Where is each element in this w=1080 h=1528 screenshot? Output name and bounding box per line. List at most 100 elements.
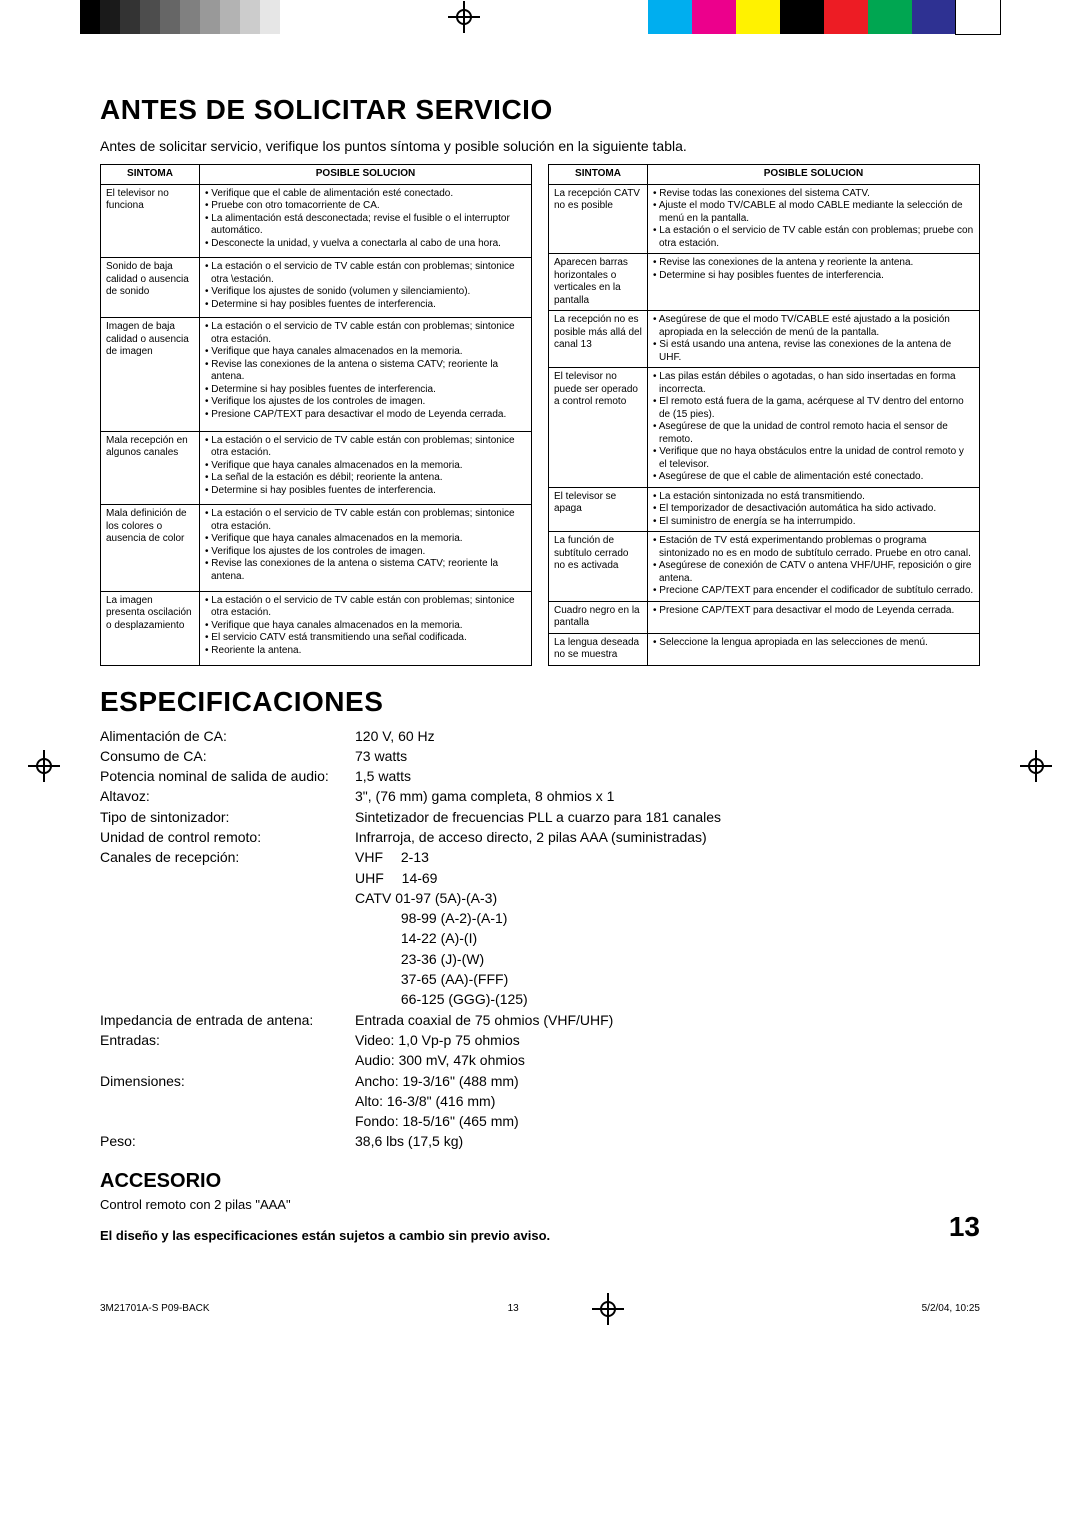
symptom-cell: La recepción CATV no es posible	[549, 184, 648, 254]
table-row: El televisor no funciona • Verifique que …	[101, 184, 532, 258]
color-swatch	[868, 0, 912, 34]
intro-text: Antes de solicitar servicio, verifique l…	[100, 138, 980, 154]
symptom-cell: La función de subtítulo cerrado no es ac…	[549, 532, 648, 602]
spec-list: Alimentación de CA:120 V, 60 HzConsumo d…	[100, 726, 980, 1152]
spec-value: Entrada coaxial de 75 ohmios (VHF/UHF)	[355, 1010, 980, 1030]
gray-swatch	[240, 0, 260, 34]
solution-item: • Determine si hay posibles fuentes de i…	[205, 485, 526, 498]
symptom-cell: La recepción no es posible más allá del …	[549, 311, 648, 368]
gray-swatch	[200, 0, 220, 34]
color-swatch	[692, 0, 736, 34]
solution-item: • Verifique los ajustes de sonido (volum…	[205, 286, 526, 299]
symptom-cell: El televisor no funciona	[101, 184, 200, 258]
solution-item: • Determine si hay posibles fuentes de i…	[205, 299, 526, 312]
solution-item: • Reoriente la antena.	[205, 645, 526, 658]
table-row: La recepción CATV no es posible • Revise …	[549, 184, 980, 254]
solution-item: • Asegúrese de conexión de CATV o antena…	[653, 560, 974, 585]
solution-item: • Determine si hay posibles fuentes de i…	[653, 270, 974, 283]
spec-value: Sintetizador de frecuencias PLL a cuarzo…	[355, 807, 980, 827]
spec-key: Alimentación de CA:	[100, 726, 355, 746]
solution-cell: • La estación sintonizada no está transm…	[648, 487, 980, 532]
solution-item: • Ajuste el modo TV/CABLE al modo CABLE …	[653, 200, 974, 225]
solution-item: • Verifique que el cable de alimentación…	[205, 188, 526, 201]
registration-mark-top	[448, 1, 480, 33]
spec-key: Canales de recepción:	[100, 847, 355, 1009]
color-swatch	[912, 0, 956, 34]
spec-key: Impedancia de entrada de antena:	[100, 1010, 355, 1030]
solution-cell: • Estación de TV está experimentando pro…	[648, 532, 980, 602]
spec-row: Peso:38,6 lbs (17,5 kg)	[100, 1131, 980, 1151]
solution-item: • La señal de la estación es débil; reor…	[205, 472, 526, 485]
gray-swatch	[260, 0, 280, 34]
gray-swatch	[160, 0, 180, 34]
spec-value: VHF 2-13UHF 14-69CATV 01-97 (5A)-(A-3) 9…	[355, 847, 980, 1009]
spec-row: Tipo de sintonizador:Sintetizador de fre…	[100, 807, 980, 827]
solution-cell: • La estación o el servicio de TV cable …	[200, 258, 532, 318]
gray-swatch	[180, 0, 200, 34]
spec-subvalue: Alto: 16-3/8" (416 mm)	[355, 1091, 980, 1111]
solution-cell: • La estación o el servicio de TV cable …	[200, 591, 532, 665]
footer-date: 5/2/04, 10:25	[922, 1303, 980, 1314]
solution-item: • Estación de TV está experimentando pro…	[653, 535, 974, 560]
spec-key: Consumo de CA:	[100, 746, 355, 766]
solution-item: • Determine si hay posibles fuentes de i…	[205, 384, 526, 397]
registration-mark-right	[1020, 750, 1052, 782]
solution-item: • El suministro de energía se ha interru…	[653, 516, 974, 529]
solution-item: • Verifique que no haya obstáculos entre…	[653, 446, 974, 471]
accessory-text: Control remoto con 2 pilas "AAA"	[100, 1197, 980, 1212]
solution-item: • El temporizador de desactivación autom…	[653, 503, 974, 516]
color-swatch	[648, 0, 692, 34]
footer-page: 13	[508, 1303, 519, 1314]
solution-item: • El remoto está fuera de la gama, acérq…	[653, 396, 974, 421]
spec-value: Infrarroja, de acceso directo, 2 pilas A…	[355, 827, 980, 847]
solution-item: • Asegúrese de que el modo TV/CABLE esté…	[653, 314, 974, 339]
solution-cell: • Verifique que el cable de alimentación…	[200, 184, 532, 258]
solution-item: • Verifique los ajustes de los controles…	[205, 546, 526, 559]
solution-item: • Seleccione la lengua apropiada en las …	[653, 637, 974, 650]
table-row: Aparecen barras horizontales o verticale…	[549, 254, 980, 311]
spec-row: Dimensiones:Ancho: 19-3/16" (488 mm)Alto…	[100, 1071, 980, 1132]
solution-cell: • Revise las conexiones de la antena y r…	[648, 254, 980, 311]
section-title-specs: ESPECIFICACIONES	[100, 686, 980, 718]
spec-subvalue: 23-36 (J)-(W)	[355, 949, 980, 969]
spec-key: Potencia nominal de salida de audio:	[100, 766, 355, 786]
solution-item: • La estación o el servicio de TV cable …	[205, 435, 526, 460]
solution-item: • Verifique que haya canales almacenados…	[205, 533, 526, 546]
symptom-cell: El televisor se apaga	[549, 487, 648, 532]
symptom-cell: Mala recepción en algunos canales	[101, 431, 200, 505]
solution-item: • Verifique que haya canales almacenados…	[205, 620, 526, 633]
symptom-cell: Aparecen barras horizontales o verticale…	[549, 254, 648, 311]
solution-item: • La estación o el servicio de TV cable …	[205, 321, 526, 346]
spec-key: Tipo de sintonizador:	[100, 807, 355, 827]
table-row: Sonido de baja calidad o ausencia de son…	[101, 258, 532, 318]
solution-item: • Revise todas las conexiones del sistem…	[653, 188, 974, 201]
spec-subvalue: Fondo: 18-5/16" (465 mm)	[355, 1111, 980, 1131]
spec-row: Consumo de CA:73 watts	[100, 746, 980, 766]
solution-item: • La estación o el servicio de TV cable …	[653, 225, 974, 250]
table-row: El televisor no puede ser operado a cont…	[549, 368, 980, 488]
solution-item: • La estación o el servicio de TV cable …	[205, 508, 526, 533]
spec-key: Dimensiones:	[100, 1071, 355, 1132]
grayscale-swatches	[80, 0, 280, 34]
spec-subvalue: Audio: 300 mV, 47k ohmios	[355, 1050, 980, 1070]
solution-cell: • La estación o el servicio de TV cable …	[200, 318, 532, 431]
th-solucion: POSIBLE SOLUCION	[648, 165, 980, 185]
solution-cell: • Presione CAP/TEXT para desactivar el m…	[648, 601, 980, 633]
disclaimer-text: El diseño y las especificaciones están s…	[100, 1228, 550, 1243]
spec-row: Canales de recepción:VHF 2-13UHF 14-69CA…	[100, 847, 980, 1009]
solution-item: • Verifique que haya canales almacenados…	[205, 460, 526, 473]
gray-swatch	[140, 0, 160, 34]
spec-value: 120 V, 60 Hz	[355, 726, 980, 746]
table-row: La imagen presenta oscilación o desplaza…	[101, 591, 532, 665]
spec-key: Unidad de control remoto:	[100, 827, 355, 847]
section-title-accessory: ACCESORIO	[100, 1170, 980, 1193]
gray-swatch	[220, 0, 240, 34]
spec-value: Ancho: 19-3/16" (488 mm)Alto: 16-3/8" (4…	[355, 1071, 980, 1132]
solution-cell: • Las pilas están débiles o agotadas, o …	[648, 368, 980, 488]
spec-value: 3", (76 mm) gama completa, 8 ohmios x 1	[355, 786, 980, 806]
solution-item: • Presione CAP/TEXT para desactivar el m…	[653, 605, 974, 618]
footer-doc-id: 3M21701A-S P09-BACK	[100, 1303, 210, 1314]
solution-cell: • La estación o el servicio de TV cable …	[200, 505, 532, 592]
print-registration-bar	[0, 0, 1080, 34]
spec-subvalue: 66-125 (GGG)-(125)	[355, 989, 980, 1009]
